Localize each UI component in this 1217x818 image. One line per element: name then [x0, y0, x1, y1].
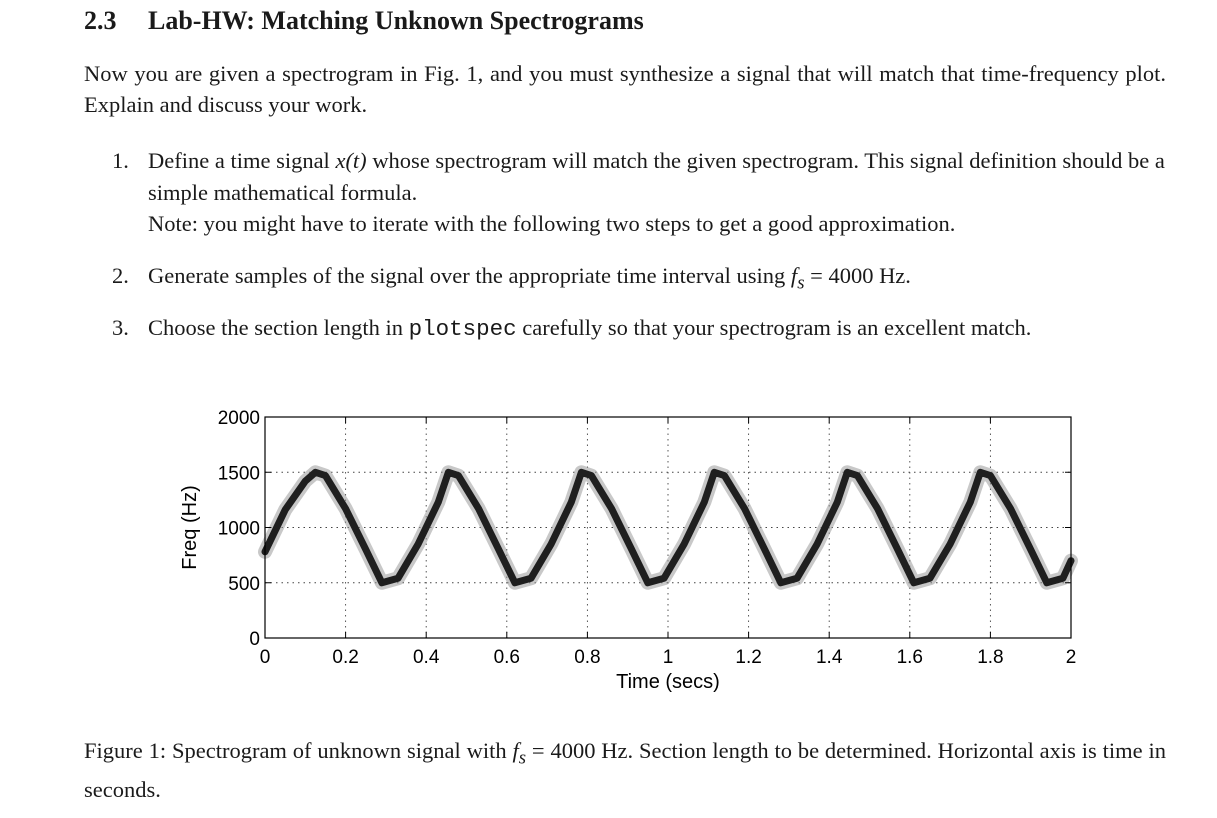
- section-number: 2.3: [84, 6, 117, 35]
- step-text: Define a time signal: [148, 148, 336, 173]
- math-eq: =: [804, 263, 829, 288]
- step-text: Generate samples of the signal over the …: [148, 263, 791, 288]
- list-item-body: Generate samples of the signal over the …: [148, 260, 1166, 299]
- x-tick-label: 1: [663, 647, 674, 668]
- y-axis-label: Freq (Hz): [179, 485, 201, 569]
- math-signal: x(t): [335, 148, 367, 173]
- caption-text: 4000 Hz. Section length to be determined…: [84, 738, 1166, 802]
- step-text: whose spectrogram will match the given s…: [148, 148, 1165, 205]
- x-tick-label: 0.2: [332, 647, 358, 668]
- code-plotspec: plotspec: [408, 316, 517, 342]
- x-tick-label: 1.4: [816, 647, 843, 668]
- list-item-body: Choose the section length in plotspec ca…: [148, 312, 1166, 346]
- list-item: 2. Generate samples of the signal over t…: [112, 260, 1166, 299]
- step-text: 4000 Hz.: [828, 263, 911, 288]
- y-tick-label: 500: [228, 574, 260, 595]
- y-tick-label: 0: [249, 629, 260, 650]
- list-item: 3. Choose the section length in plotspec…: [112, 312, 1166, 346]
- x-tick-label: 0.8: [574, 647, 600, 668]
- step-note: Note: you might have to iterate with the…: [148, 211, 956, 236]
- x-tick-label: 0: [260, 647, 271, 668]
- list-item-body: Define a time signal x(t) whose spectrog…: [148, 145, 1166, 240]
- x-tick-label: 1.8: [977, 647, 1003, 668]
- intro-paragraph: Now you are given a spectrogram in Fig. …: [84, 61, 1166, 117]
- spectrogram-figure: 0 0.2 0.4 0.6 0.8 1 1.2 1.4 1.6 1.8 2 0 500 1000 1500 2…: [179, 408, 1078, 693]
- y-tick-label: 1500: [218, 463, 260, 484]
- section-title: Lab-HW: Matching Unknown Spectrograms: [148, 6, 644, 35]
- section-heading: 2.3 Lab-HW: Matching Unknown Spectrograms: [84, 6, 644, 36]
- step-text: carefully so that your spectrogram is an…: [516, 315, 1032, 340]
- x-tick-label: 0.6: [494, 647, 520, 668]
- grid-lines: [265, 417, 1071, 638]
- x-tick-label: 2: [1066, 647, 1077, 668]
- y-tick-label: 1000: [218, 519, 260, 540]
- trace-line: [261, 468, 1075, 587]
- axis-ticks: 0 0.2 0.4 0.6 0.8 1 1.2 1.4 1.6 1.8 2 0 500 1000 1500 2…: [218, 408, 1077, 668]
- math-var: f: [790, 263, 798, 288]
- math-var: f: [512, 738, 519, 763]
- x-tick-label: 1.6: [897, 647, 923, 668]
- caption-text: Spectrogram of unknown signal with: [166, 738, 513, 763]
- list-marker: 3.: [112, 315, 129, 340]
- x-tick-label: 1.2: [735, 647, 761, 668]
- math-eq: =: [526, 738, 551, 763]
- spectrogram-trace: [258, 465, 1078, 590]
- math-sub: s: [797, 272, 805, 294]
- x-axis-label: Time (secs): [616, 671, 720, 693]
- list-marker: 2.: [112, 263, 129, 288]
- math-sub: s: [518, 747, 527, 769]
- step-text: Choose the section length in: [148, 315, 409, 340]
- y-tick-label: 2000: [218, 408, 260, 429]
- list-item: 1. Define a time signal x(t) whose spect…: [112, 145, 1166, 240]
- figure-caption: Figure 1: Spectrogram of unknown signal …: [84, 735, 1166, 805]
- caption-label: Figure 1:: [84, 738, 167, 763]
- list-marker: 1.: [112, 148, 129, 173]
- x-tick-label: 0.4: [413, 647, 440, 668]
